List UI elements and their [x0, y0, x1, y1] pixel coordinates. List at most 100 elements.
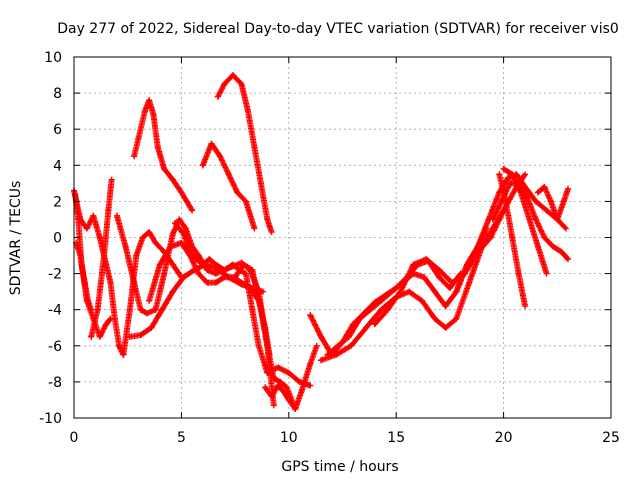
x-tick-label: 15 — [387, 430, 405, 446]
series-track-12 — [232, 261, 320, 412]
data-point — [169, 288, 176, 295]
data-point — [133, 252, 140, 259]
data-point — [522, 303, 529, 310]
data-point — [126, 306, 133, 313]
data-point — [161, 165, 168, 172]
data-point — [474, 243, 481, 250]
data-point — [88, 306, 95, 313]
data-point — [307, 382, 314, 389]
data-point — [487, 234, 494, 241]
data-point — [264, 342, 271, 349]
data-point — [72, 191, 79, 198]
data-point — [418, 297, 425, 304]
y-tick-label: 10 — [44, 50, 62, 66]
data-point — [240, 261, 247, 268]
data-point — [150, 111, 157, 118]
x-tick-label: 20 — [495, 430, 513, 446]
data-point — [285, 396, 292, 403]
data-point — [195, 270, 202, 277]
data-point — [217, 153, 224, 160]
data-point — [199, 162, 206, 169]
data-point — [225, 171, 232, 178]
data-point — [515, 270, 522, 277]
data-point — [131, 279, 138, 286]
data-point — [169, 230, 176, 237]
data-point — [122, 243, 129, 250]
data-point — [268, 393, 275, 400]
data-point — [318, 357, 325, 364]
data-point — [169, 261, 176, 268]
data-point — [204, 266, 211, 273]
data-point — [103, 321, 110, 328]
data-point — [139, 234, 146, 241]
data-points — [71, 72, 572, 412]
data-point — [88, 333, 95, 340]
data-point — [442, 303, 449, 310]
grid — [74, 57, 611, 418]
data-point — [345, 333, 352, 340]
data-point — [371, 321, 378, 328]
data-point — [406, 288, 413, 295]
data-point — [152, 306, 159, 313]
data-point — [348, 342, 355, 349]
data-point — [560, 198, 567, 205]
data-point — [504, 174, 511, 181]
x-tick-label: 10 — [280, 430, 298, 446]
data-point — [137, 331, 144, 338]
series-markers — [214, 72, 275, 234]
data-point — [532, 216, 539, 223]
data-point — [565, 256, 572, 263]
data-point — [146, 297, 153, 304]
data-point — [229, 72, 236, 79]
data-point — [180, 230, 187, 237]
data-point — [421, 274, 428, 281]
data-point — [277, 378, 284, 385]
series-track-24 — [534, 183, 572, 223]
chart-title: Day 277 of 2022, Sidereal Day-to-day VTE… — [57, 21, 619, 37]
data-point — [251, 225, 258, 232]
data-point — [146, 97, 153, 104]
data-point — [255, 342, 262, 349]
data-point — [378, 297, 385, 304]
data-point — [264, 216, 271, 223]
data-point — [356, 315, 363, 322]
data-point — [234, 189, 241, 196]
y-tick-label: 8 — [53, 86, 62, 102]
data-point — [489, 216, 496, 223]
data-point — [270, 375, 277, 382]
data-point — [543, 270, 550, 277]
data-point — [107, 315, 114, 322]
data-point — [214, 93, 221, 100]
data-point — [397, 288, 404, 295]
data-point — [541, 183, 548, 190]
data-point — [189, 243, 196, 250]
data-point — [251, 144, 258, 151]
data-point — [285, 369, 292, 376]
data-point — [534, 189, 541, 196]
series-markers — [131, 97, 195, 213]
series-track-7 — [131, 97, 196, 214]
data-point — [464, 261, 471, 268]
x-tick-label: 25 — [602, 430, 620, 446]
data-point — [75, 216, 82, 223]
data-point — [135, 135, 142, 142]
data-point — [442, 324, 449, 331]
data-point — [257, 306, 264, 313]
data-point — [543, 207, 550, 214]
y-tick-label: 4 — [53, 158, 62, 174]
data-point — [238, 81, 245, 88]
data-point — [206, 256, 213, 263]
data-point — [436, 266, 443, 273]
data-point — [318, 333, 325, 340]
data-point — [453, 288, 460, 295]
data-point — [212, 279, 219, 286]
data-point — [94, 306, 101, 313]
data-point — [275, 382, 282, 389]
data-point — [275, 364, 282, 371]
data-point — [558, 248, 565, 255]
data-point — [431, 288, 438, 295]
data-point — [178, 239, 185, 246]
data-point — [249, 266, 256, 273]
data-point — [547, 198, 554, 205]
data-point — [167, 243, 174, 250]
